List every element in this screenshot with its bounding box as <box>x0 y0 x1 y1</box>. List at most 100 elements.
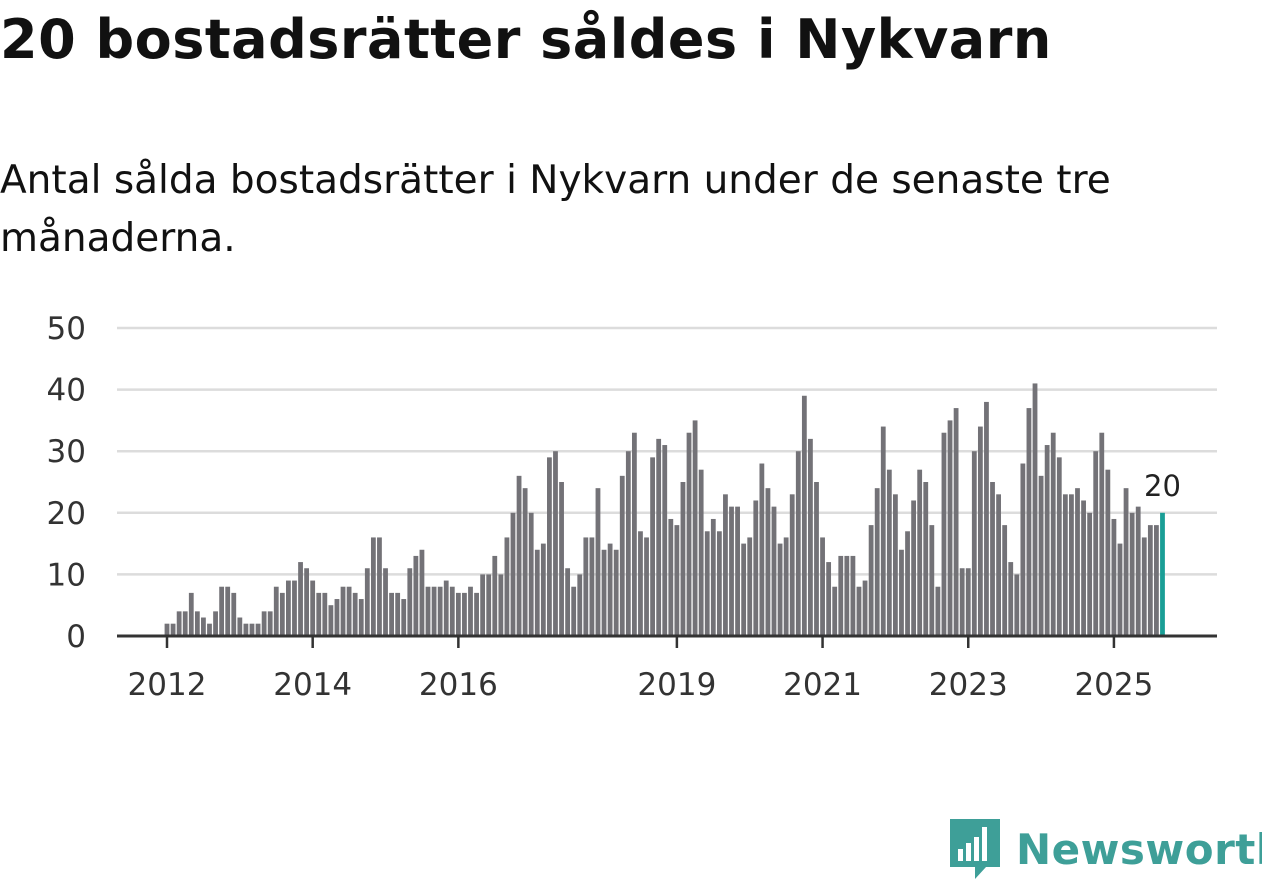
bar <box>1111 518 1117 636</box>
bar <box>1038 475 1044 636</box>
x-tick-label-2021: 2021 <box>783 667 862 703</box>
bar <box>1008 562 1014 636</box>
bar <box>874 488 880 636</box>
bar <box>832 586 838 636</box>
bar <box>364 568 370 636</box>
bar <box>237 617 243 636</box>
bar <box>923 482 929 636</box>
bar <box>334 599 340 636</box>
bar <box>704 531 710 636</box>
bar <box>723 494 728 636</box>
bar <box>443 580 449 636</box>
bar <box>911 500 917 636</box>
bar <box>304 568 310 636</box>
bar <box>358 599 364 636</box>
bar <box>1093 451 1099 636</box>
bar <box>1135 506 1141 636</box>
bar <box>425 586 431 636</box>
bar <box>990 482 995 636</box>
bar <box>170 623 176 636</box>
bar <box>698 469 704 636</box>
bar <box>941 432 947 636</box>
bar <box>680 482 686 636</box>
bar <box>231 592 237 636</box>
bar <box>370 537 376 636</box>
bar <box>1056 457 1062 636</box>
bar <box>692 420 698 636</box>
bar <box>631 432 637 636</box>
bar <box>1147 525 1153 636</box>
bar <box>959 568 965 636</box>
bar <box>656 438 662 636</box>
bar <box>219 586 225 636</box>
bar <box>243 623 249 636</box>
x-tick-label-2012: 2012 <box>128 667 207 703</box>
bar <box>255 623 261 636</box>
bar <box>534 549 540 636</box>
bar <box>249 623 255 636</box>
bar <box>431 586 437 636</box>
bar <box>413 555 419 636</box>
bar-latest <box>1160 512 1165 636</box>
y-tick-label-0: 0 <box>66 619 86 655</box>
x-tick-label-2025: 2025 <box>1074 667 1153 703</box>
bar <box>826 562 832 636</box>
bar <box>662 445 668 636</box>
bar <box>953 408 959 636</box>
bar <box>820 537 825 636</box>
bar <box>650 457 655 636</box>
bar <box>844 555 850 636</box>
bar <box>522 488 528 636</box>
bar <box>516 475 522 636</box>
bar <box>886 469 892 636</box>
bar <box>1117 543 1123 636</box>
bar <box>419 549 425 636</box>
bar <box>328 605 334 636</box>
bar <box>716 531 722 636</box>
x-tick-label-2016: 2016 <box>419 667 498 703</box>
bar <box>267 611 273 636</box>
bar <box>474 592 479 636</box>
newsworthy-logo-icon <box>950 819 1000 879</box>
bar <box>528 512 534 636</box>
bar <box>577 574 583 636</box>
bar <box>607 543 613 636</box>
chart-subtitle: Antal sålda bostadsrätter i Nykvarn unde… <box>0 158 1111 261</box>
bar <box>462 592 467 636</box>
bars <box>164 383 1165 636</box>
bar <box>619 475 625 636</box>
x-tick-label-2019: 2019 <box>637 667 716 703</box>
bar <box>395 592 401 636</box>
bar <box>644 537 649 636</box>
bar <box>176 611 182 636</box>
bar <box>449 586 455 636</box>
bar <box>965 568 971 636</box>
bar <box>316 592 322 636</box>
bar <box>1014 574 1020 636</box>
bar <box>765 488 771 636</box>
bar <box>182 611 188 636</box>
bar <box>1026 408 1032 636</box>
bar <box>1002 525 1008 636</box>
bar <box>188 592 194 636</box>
bar <box>377 537 382 636</box>
bar <box>771 506 777 636</box>
brand-name: Newsworthy <box>1016 824 1262 874</box>
bar <box>498 574 504 636</box>
bar <box>565 568 571 636</box>
bar <box>1129 512 1135 636</box>
bar <box>207 623 212 636</box>
bar <box>674 525 680 636</box>
bar <box>559 482 564 636</box>
bar <box>601 549 607 636</box>
bar <box>589 537 595 636</box>
bar <box>1141 537 1147 636</box>
bar <box>1075 488 1080 636</box>
bar <box>322 592 328 636</box>
bar <box>407 568 413 636</box>
bar <box>1062 494 1068 636</box>
bar <box>747 537 753 636</box>
bar <box>261 611 267 636</box>
bar <box>310 580 316 636</box>
latest-value-label: 20 <box>1144 469 1181 503</box>
